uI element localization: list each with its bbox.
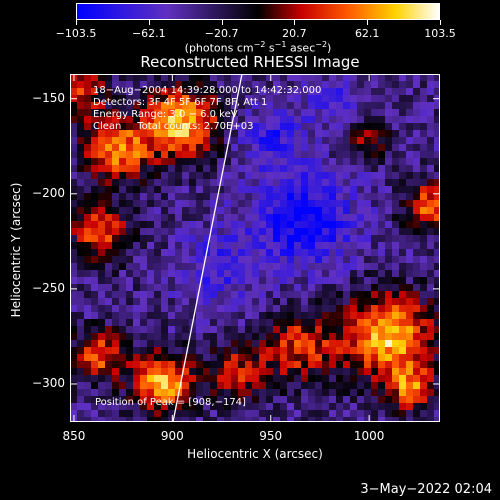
colorbar-tick-label: −62.1 (131, 27, 166, 40)
observation-info: 18−Aug−2004 14:39:28.000 to 14:42:32.000… (93, 85, 321, 133)
colorbar-tick (148, 20, 150, 25)
x-tick-label: 850 (62, 429, 86, 443)
heatmap-plot (70, 74, 440, 422)
info-energy-range: Energy Range: 3.0 − 6.0 keV (93, 109, 238, 120)
colorbar-tick (221, 20, 223, 25)
info-counts: Clean Total counts: 2.70E+03 (93, 121, 254, 132)
colorbar-units: (photons cm−2 s−1 asec−2) (184, 40, 332, 55)
y-tick-label: −200 (32, 185, 65, 200)
colorbar-tick-label: 20.7 (282, 27, 307, 40)
timestamp: 3−May−2022 02:04 (360, 482, 492, 497)
limb-line (172, 74, 243, 422)
x-axis-label: Heliocentric X (arcsec) (187, 447, 323, 461)
colorbar-tick-label: −103.5 (55, 27, 97, 40)
y-tick-label: −250 (32, 280, 65, 295)
peak-position: Position of Peak = [908,−174] (95, 397, 246, 408)
colorbar-tick (367, 20, 369, 25)
colorbar-tick (440, 20, 441, 25)
y-axis-label: Heliocentric Y (arcsec) (9, 182, 23, 318)
colorbar (76, 3, 440, 20)
colorbar-tick-label: 103.5 (424, 27, 456, 40)
x-tick-label: 950 (259, 429, 283, 443)
colorbar-tick (76, 20, 77, 25)
colorbar-tick-label: 62.1 (354, 27, 380, 40)
x-tick-label: 900 (160, 429, 184, 443)
y-tick-label: −300 (32, 375, 65, 390)
colorbar-tick (294, 20, 296, 25)
info-detectors: Detectors: 3F 4F 5F 6F 7F 8F, Att 1 (93, 97, 268, 108)
y-tick-label: −150 (32, 90, 65, 105)
heatmap-cells (70, 74, 440, 422)
plot-title: Reconstructed RHESSI Image (140, 53, 360, 71)
x-tick-label: 1000 (353, 429, 385, 443)
colorbar-tick-label: −20.7 (204, 27, 239, 40)
axis-ticks (70, 74, 440, 422)
info-time-range: 18−Aug−2004 14:39:28.000 to 14:42:32.000 (93, 85, 322, 96)
